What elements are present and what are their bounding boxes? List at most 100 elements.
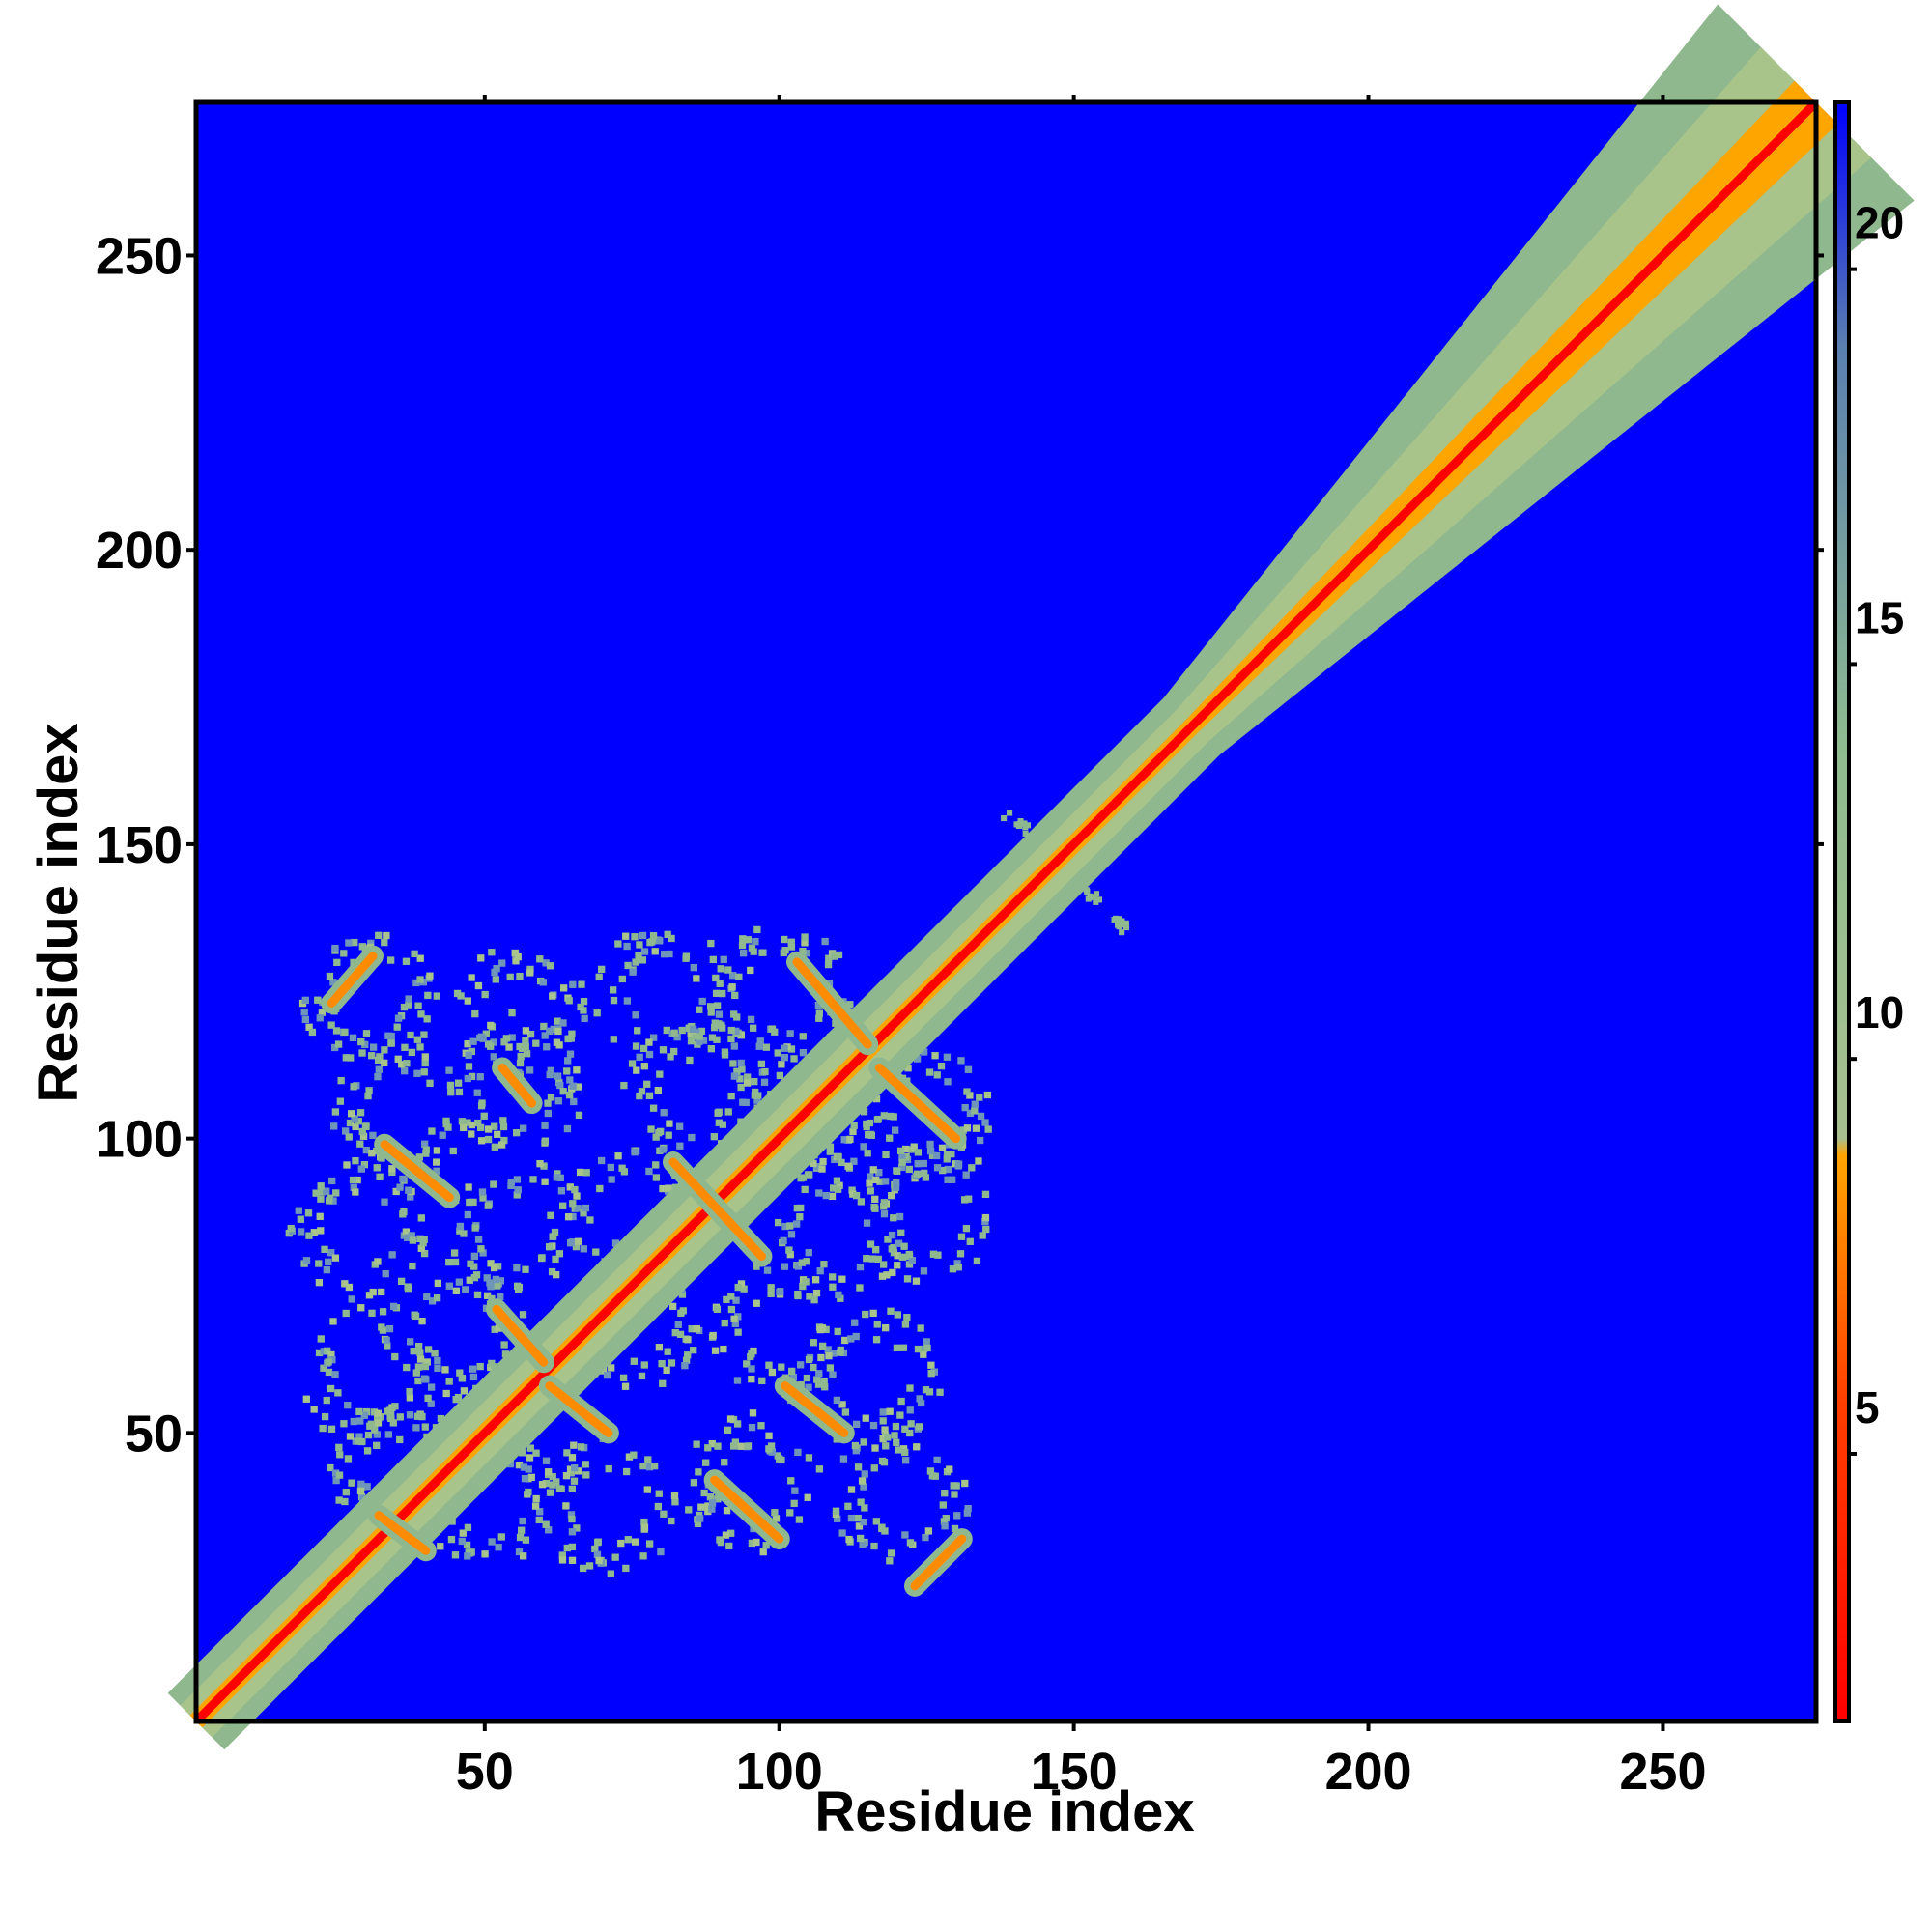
contact-cell: [906, 1384, 914, 1392]
contact-cell: [899, 1344, 908, 1351]
contact-cell: [335, 1471, 344, 1479]
contact-cell: [320, 1364, 327, 1372]
contact-cell: [717, 965, 724, 973]
contact-cell: [369, 1043, 378, 1051]
contact-cell: [795, 1516, 804, 1523]
contact-cell: [573, 1524, 581, 1532]
contact-cell: [676, 1142, 684, 1150]
contact-cell: [423, 1293, 431, 1301]
contact-cell: [433, 1293, 441, 1302]
contact-cell: [888, 1231, 896, 1239]
contact-cell: [708, 1499, 717, 1507]
contact-cell: [316, 1212, 324, 1220]
contact-cell: [796, 1361, 805, 1369]
y-tick-label: 150: [96, 816, 183, 874]
contact-cell: [577, 1443, 585, 1451]
contact-cell: [402, 1228, 411, 1236]
contact-cell: [591, 1545, 599, 1553]
contact-cell: [487, 1363, 495, 1372]
contact-cell: [663, 1026, 670, 1035]
contact-cell: [361, 1040, 369, 1049]
contact-cell: [360, 1411, 368, 1419]
heatmap-area: [167, 4, 1915, 1750]
contact-cell: [733, 1377, 742, 1384]
contact-cell: [894, 1262, 901, 1269]
contact-cell: [458, 1537, 466, 1546]
contact-cell: [632, 1011, 639, 1019]
contact-cell: [403, 1060, 411, 1067]
colorbar-tick-label: 15: [1855, 592, 1904, 642]
contact-cell: [416, 1355, 425, 1363]
contact-cell: [407, 1338, 414, 1346]
contact-cell: [849, 1190, 857, 1198]
contact-cell: [712, 974, 720, 982]
contact-cell: [810, 1339, 817, 1347]
contact-cell: [476, 1362, 484, 1371]
contact-cell: [490, 1264, 498, 1272]
contact-cell: [669, 1302, 677, 1311]
contact-cell: [762, 1542, 770, 1549]
contact-cell: [715, 1020, 723, 1028]
contact-cell: [611, 1553, 619, 1561]
contact-cell: [452, 1396, 460, 1404]
contact-cell: [346, 1433, 355, 1440]
contact-cell: [659, 1146, 667, 1153]
contact-cell: [402, 957, 411, 965]
contact-cell: [688, 1133, 696, 1142]
contact-cell: [944, 1176, 952, 1183]
contact-cell: [713, 1036, 721, 1043]
contact-cell: [781, 947, 789, 954]
contact-cell: [566, 1183, 574, 1191]
contact-cell: [553, 1478, 560, 1486]
contact-cell: [573, 1192, 581, 1200]
contact-cell: [976, 1094, 983, 1101]
contact-cell: [558, 1551, 566, 1559]
contact-cell: [696, 1033, 703, 1040]
contact-cell: [971, 1107, 979, 1115]
contact-cell: [369, 1288, 377, 1296]
contact-cell: [555, 1250, 564, 1258]
contact-cell: [837, 1294, 844, 1302]
contact-cell: [863, 1219, 871, 1227]
contact-cell: [413, 1069, 421, 1077]
contact-cell: [318, 1188, 327, 1196]
contact-cell: [514, 1286, 523, 1293]
contact-cell: [778, 1363, 785, 1371]
contact-cell: [305, 1023, 313, 1031]
contact-cell: [735, 973, 743, 980]
contact-cell: [838, 1401, 846, 1408]
contact-cell: [513, 1264, 521, 1272]
contact-cell: [374, 1419, 383, 1427]
contact-line: [380, 1140, 454, 1203]
contact-cell: [598, 965, 606, 974]
contact-cell: [456, 1227, 464, 1235]
contact-cell: [455, 1278, 463, 1286]
contact-cell: [560, 984, 568, 992]
contact-cell: [879, 1435, 887, 1443]
contact-cell: [513, 1176, 522, 1183]
contact-cell: [354, 1176, 361, 1184]
contact-cell: [383, 1336, 390, 1345]
contact-cell: [445, 1066, 453, 1074]
contact-cell: [802, 1278, 810, 1286]
contact-cell: [362, 1030, 371, 1037]
contact-cell: [805, 1454, 813, 1462]
contact-cell: [794, 1290, 802, 1298]
contact-cell: [400, 1003, 409, 1011]
contact-cell: [796, 1213, 804, 1221]
contact-cell: [890, 1214, 897, 1222]
contact-cell: [949, 1265, 957, 1273]
contact-cell: [901, 1425, 909, 1433]
contact-cell: [608, 1364, 615, 1372]
contact-cell: [523, 1050, 531, 1058]
contact-cell: [855, 1522, 864, 1530]
contact-cell: [731, 1438, 739, 1446]
contact-cell: [640, 1523, 649, 1531]
contact-cell: [684, 1351, 692, 1359]
contact-cell: [427, 1400, 435, 1407]
contact-cell: [540, 1022, 548, 1031]
contact-cell: [331, 944, 339, 952]
contact-cell: [488, 949, 496, 956]
contact-cell: [526, 1454, 534, 1462]
contact-cell: [848, 1186, 856, 1194]
